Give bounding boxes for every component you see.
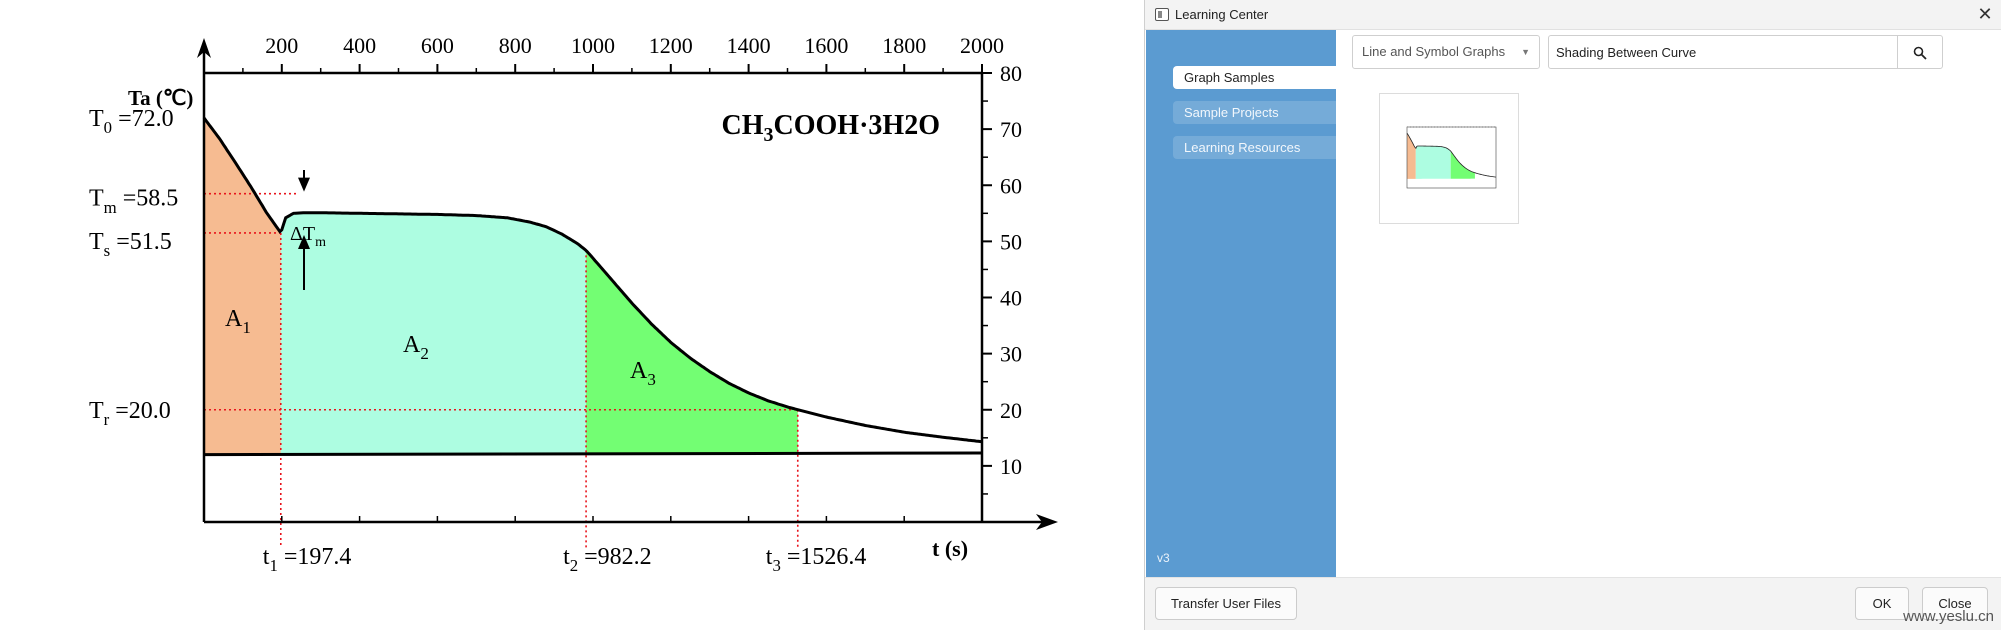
category-value: Line and Symbol Graphs <box>1362 44 1506 59</box>
scrollbar[interactable] <box>1992 30 2001 577</box>
x-axis-label: t (s) <box>932 536 968 561</box>
chart: 200 400 600 800 1000 1200 1400 1600 1800 2000 10 20… <box>89 33 1058 575</box>
y-tick-label: 60 <box>1000 173 1022 198</box>
region-label-a1: A1 <box>225 306 251 337</box>
x-tick-label: 2000 <box>960 33 1004 58</box>
time-label-t1: t1 =197.4 <box>263 544 352 575</box>
version-label: v3 <box>1157 551 1170 565</box>
transfer-user-files-button[interactable]: Transfer User Files <box>1155 587 1297 620</box>
y-tick-label: 20 <box>1000 398 1022 423</box>
chart-title: CH3COOH·3H2O <box>722 110 940 146</box>
level-label-Tr: Tr =20.0 <box>89 398 171 429</box>
y-tick-label: 70 <box>1000 117 1022 142</box>
y-tick-label: 80 <box>1000 61 1022 86</box>
thumb-region-a2 <box>1415 145 1451 179</box>
level-label-Ts: Ts =51.5 <box>89 229 172 260</box>
sidebar-item-sample-projects[interactable]: Sample Projects <box>1173 101 1336 124</box>
time-label-t3: t3 =1526.4 <box>766 544 867 575</box>
delta-arrowhead-top <box>298 177 310 192</box>
watermark: www.yeslu.cn <box>1903 608 1994 625</box>
time-label-t2: t2 =982.2 <box>563 544 652 575</box>
region-label-a3: A3 <box>630 358 656 389</box>
thumb-curve <box>1406 132 1497 178</box>
sidebar: Graph Samples Sample Projects Learning R… <box>1146 30 1336 577</box>
x-tick-label: 1600 <box>804 33 848 58</box>
region-a1 <box>204 117 281 455</box>
chart-area: 200 400 600 800 1000 1200 1400 1600 1800 2000 10 20… <box>89 33 1058 575</box>
thumb-frame <box>1406 126 1497 189</box>
app-icon <box>1155 8 1169 21</box>
search-input[interactable] <box>1548 35 1898 69</box>
delta-tm-label: ΔTm <box>290 223 326 250</box>
title-bar: Learning Center ✕ <box>1145 0 2001 30</box>
temperature-curve <box>202 117 983 444</box>
window-title: Learning Center <box>1175 7 1269 22</box>
level-label-Tm: Tm =58.5 <box>89 186 178 217</box>
chevron-down-icon: ▼ <box>1521 47 1530 57</box>
y-tick-label: 40 <box>1000 286 1022 311</box>
search-button[interactable] <box>1897 35 1943 69</box>
learning-center-dialog: Learning Center ✕ Graph Samples Sample P… <box>1144 0 2001 630</box>
dialog-footer: Transfer User Files OK Close www.yeslu.c… <box>1145 577 2001 630</box>
left-axis-arrow <box>197 38 211 58</box>
y-tick-label: 30 <box>1000 342 1022 367</box>
bottom-axis-arrow <box>1036 514 1058 530</box>
thumb-region-a1 <box>1407 133 1416 179</box>
delta-arrowhead-bottom <box>298 234 310 249</box>
x-tick-label: 200 <box>265 33 298 58</box>
y-tick-label: 50 <box>1000 229 1022 254</box>
sidebar-item-learning-resources[interactable]: Learning Resources <box>1173 136 1336 159</box>
level-label-T0: T0 =72.0 <box>89 106 174 137</box>
sample-thumbnail[interactable] <box>1379 93 1519 224</box>
y-axis-label: Ta (℃) <box>128 86 193 110</box>
x-tick-label: 400 <box>343 33 376 58</box>
region-a3 <box>586 250 798 454</box>
category-dropdown[interactable]: Line and Symbol Graphs ▼ <box>1352 35 1540 69</box>
x-tick-label: 1200 <box>649 33 693 58</box>
ok-button[interactable]: OK <box>1855 587 1909 620</box>
x-tick-label: 800 <box>499 33 532 58</box>
x-tick-label: 1000 <box>571 33 615 58</box>
search-icon <box>1913 46 1927 60</box>
thumb-region-a3 <box>1450 151 1475 179</box>
region-a2 <box>280 212 587 455</box>
x-tick-label: 1400 <box>727 33 771 58</box>
y-tick-label: 10 <box>1000 454 1022 479</box>
close-button[interactable]: Close <box>1922 587 1988 620</box>
main-panel: Line and Symbol Graphs ▼ <box>1336 30 2001 577</box>
close-icon[interactable]: ✕ <box>1977 4 1993 24</box>
thumbnail-preview <box>1406 126 1497 189</box>
sidebar-item-graph-samples[interactable]: Graph Samples <box>1173 66 1336 89</box>
region-label-a2: A2 <box>403 332 429 363</box>
baseline-curve <box>203 451 983 457</box>
x-tick-label: 1800 <box>882 33 926 58</box>
x-tick-label: 600 <box>421 33 454 58</box>
